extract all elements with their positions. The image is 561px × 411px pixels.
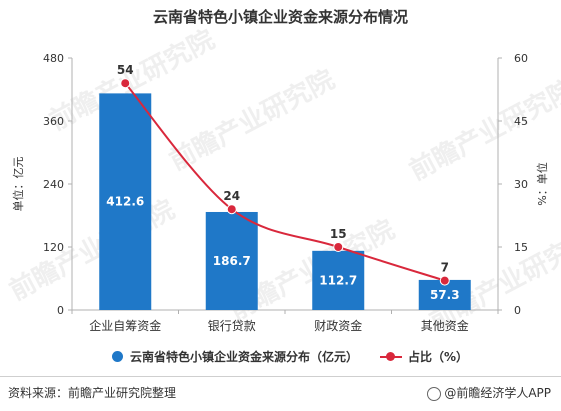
x-tick-label: 企业自筹资金 bbox=[89, 318, 161, 333]
line-value-label: 15 bbox=[330, 227, 347, 241]
line-series bbox=[124, 82, 446, 282]
y-tick-label-left: 240 bbox=[43, 178, 64, 191]
legend-bar-swatch-icon bbox=[112, 351, 123, 362]
x-tick-label: 其他资金 bbox=[421, 318, 469, 333]
footer-brand: @前瞻经济学人APP bbox=[427, 384, 551, 401]
line-point bbox=[439, 275, 450, 286]
bar-value-label: 186.7 bbox=[213, 254, 251, 268]
line-value-label: 7 bbox=[441, 261, 449, 275]
bar-value-label: 412.6 bbox=[106, 195, 144, 209]
line-value-label: 54 bbox=[117, 63, 134, 77]
y-tick-label-right: 30 bbox=[514, 178, 528, 191]
bar bbox=[312, 250, 365, 310]
bar bbox=[205, 211, 258, 310]
x-tick-label: 银行贷款 bbox=[208, 319, 256, 333]
brand-logo-icon bbox=[427, 386, 442, 401]
line-point bbox=[333, 242, 344, 252]
bar-value-label: 57.3 bbox=[430, 288, 460, 302]
y-tick-label-left: 360 bbox=[43, 115, 64, 128]
footer-source: 资料来源：前瞻产业研究院整理 bbox=[8, 386, 177, 400]
legend-line-label: 占比（%） bbox=[408, 350, 469, 364]
line-point bbox=[226, 204, 237, 215]
y-tick-label-left: 0 bbox=[57, 304, 64, 317]
bar bbox=[99, 93, 152, 310]
y-tick-label-left: 120 bbox=[43, 241, 64, 254]
y-tick-label-left: 480 bbox=[43, 52, 64, 65]
y-tick-label-right: 45 bbox=[514, 115, 528, 128]
legend-item-bar: 云南省特色小镇企业资金来源分布（亿元） bbox=[112, 348, 358, 365]
legend-item-line: 占比（%） bbox=[380, 348, 468, 365]
y-axis-left-label: 单位：亿元 bbox=[11, 157, 25, 212]
y-tick-label-right: 60 bbox=[514, 52, 528, 65]
line-point bbox=[120, 78, 131, 89]
footer-brand-text: @前瞻经济学人APP bbox=[444, 386, 551, 400]
x-tick-label: 财政资金 bbox=[314, 318, 362, 333]
line-value-label: 24 bbox=[223, 189, 240, 203]
legend-bar-label: 云南省特色小镇企业资金来源分布（亿元） bbox=[130, 350, 359, 364]
bar-value-label: 112.7 bbox=[319, 273, 357, 287]
chart-legend: 云南省特色小镇企业资金来源分布（亿元） 占比（%） bbox=[112, 348, 472, 366]
footer-divider bbox=[0, 376, 561, 377]
y-tick-label-right: 15 bbox=[514, 241, 528, 254]
y-tick-label-right: 0 bbox=[514, 304, 521, 317]
y-axis-right-label: %：单位 bbox=[535, 162, 549, 205]
chart-title: 云南省特色小镇企业资金来源分布情况 bbox=[152, 8, 408, 26]
legend-line-swatch-icon bbox=[380, 351, 402, 362]
